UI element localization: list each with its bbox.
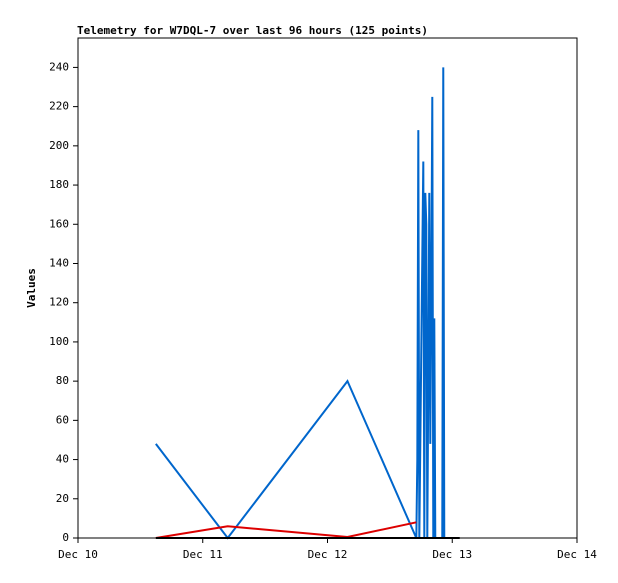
y-axis-label: Values [25, 268, 38, 308]
y-tick-label: 180 [49, 178, 69, 191]
x-tick-label: Dec 12 [308, 548, 348, 561]
series-line [155, 67, 446, 540]
y-tick-label: 40 [56, 453, 69, 466]
y-tick-label: 120 [49, 296, 69, 309]
y-tick-label: 20 [56, 492, 69, 505]
y-tick-label: 80 [56, 374, 69, 387]
x-tick-label: Dec 11 [183, 548, 223, 561]
plot-frame [77, 37, 578, 539]
y-tick-label: 160 [49, 217, 69, 230]
y-tick-label: 140 [49, 256, 69, 269]
y-tick-label: 220 [49, 100, 69, 113]
y-tick-label: 0 [62, 531, 69, 544]
series-line [155, 521, 417, 539]
x-tick-label: Dec 10 [58, 548, 98, 561]
x-tick-label: Dec 14 [557, 548, 597, 561]
y-tick-label: 100 [49, 335, 69, 348]
y-tick-label: 60 [56, 413, 69, 426]
chart-title: Telemetry for W7DQL-7 over last 96 hours… [77, 24, 428, 37]
x-tick-label: Dec 13 [432, 548, 472, 561]
y-tick-label: 240 [49, 60, 69, 73]
y-tick-label: 200 [49, 139, 69, 152]
